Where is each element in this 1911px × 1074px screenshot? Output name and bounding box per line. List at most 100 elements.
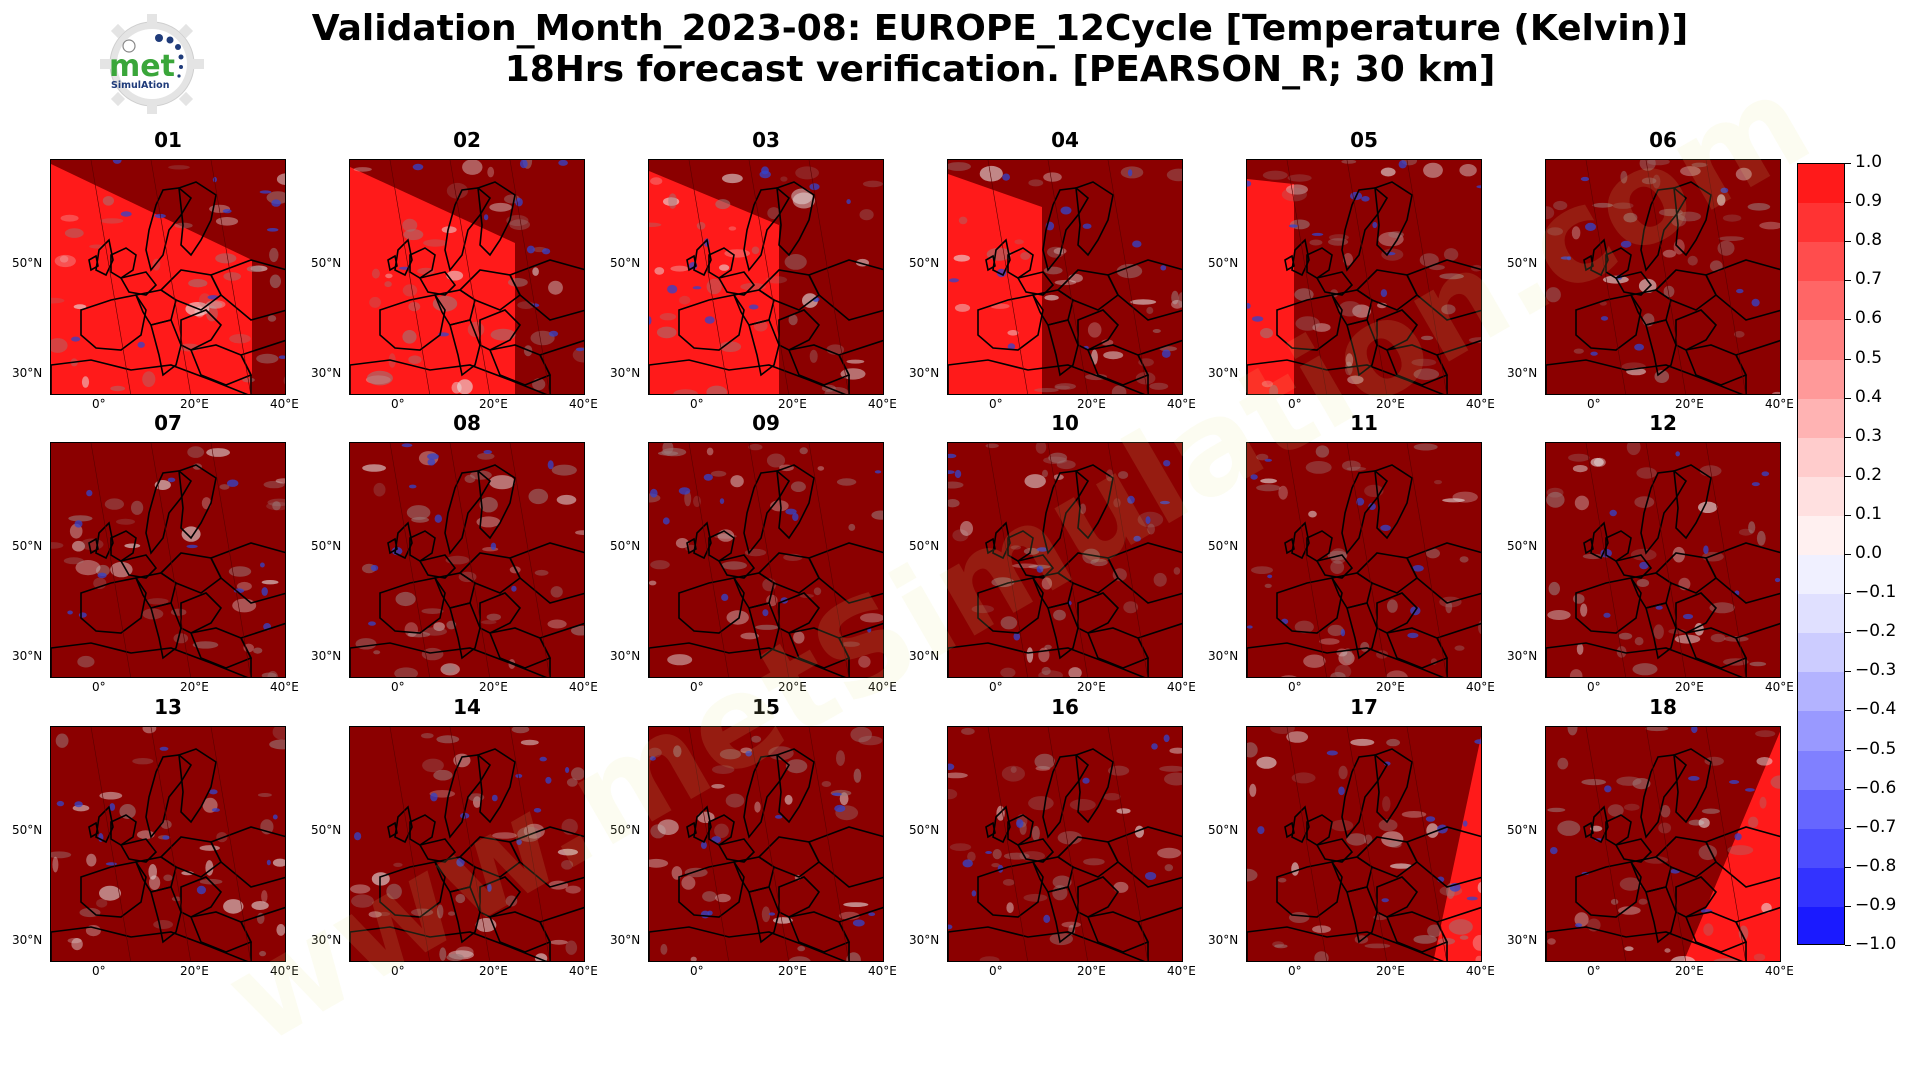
lat-label: 50°N <box>610 256 641 270</box>
lat-label: 30°N <box>311 933 342 947</box>
panel-title-09: 09 <box>752 411 780 435</box>
correlation-map-panel-13 <box>50 726 286 962</box>
colorbar-tick-mark <box>1845 710 1851 711</box>
lat-label: 30°N <box>12 933 43 947</box>
colorbar-tick-mark <box>1845 789 1851 790</box>
map-canvas-09 <box>649 443 883 677</box>
lon-label: 20°E <box>479 964 508 978</box>
lat-label: 50°N <box>909 823 940 837</box>
colorbar-tick-mark <box>1845 515 1851 516</box>
correlation-map-panel-10 <box>947 442 1183 678</box>
lon-label: 0° <box>989 397 1003 411</box>
panel-title-14: 14 <box>453 695 481 719</box>
colorbar-tick-label: −0.3 <box>1855 660 1897 680</box>
lat-label: 50°N <box>12 256 43 270</box>
colorbar-tick-mark <box>1845 632 1851 633</box>
lat-label: 50°N <box>1507 823 1538 837</box>
colorbar-tick-mark <box>1845 906 1851 907</box>
lon-label: 20°E <box>1376 964 1405 978</box>
colorbar-band <box>1798 867 1844 908</box>
colorbar-band <box>1798 711 1844 752</box>
lon-label: 20°E <box>1376 397 1405 411</box>
colorbar-tick-label: 0.7 <box>1855 269 1883 289</box>
panel-title-17: 17 <box>1350 695 1378 719</box>
colorbar-tick-label: −0.6 <box>1855 778 1897 798</box>
lon-label: 40°E <box>270 680 299 694</box>
figure-title: Validation_Month_2023-08: EUROPE_12Cycle… <box>220 8 1780 90</box>
colorbar-tick-mark <box>1845 554 1851 555</box>
colorbar-band <box>1798 281 1844 321</box>
colorbar-tick-label: 1.0 <box>1855 152 1883 172</box>
lon-label: 0° <box>690 680 704 694</box>
colorbar-band <box>1798 594 1844 634</box>
panel-title-16: 16 <box>1051 695 1079 719</box>
colorbar-tick-label: 0.1 <box>1855 504 1883 524</box>
colorbar-band <box>1798 359 1844 400</box>
lat-label: 50°N <box>1208 823 1239 837</box>
colorbar-band <box>1798 515 1844 556</box>
colorbar <box>1797 163 1845 945</box>
lon-label: 40°E <box>1167 397 1196 411</box>
colorbar-tick-label: −0.8 <box>1855 856 1897 876</box>
lon-label: 20°E <box>1077 964 1106 978</box>
correlation-map-panel-18 <box>1545 726 1781 962</box>
lat-label: 50°N <box>311 823 342 837</box>
colorbar-band <box>1798 164 1844 204</box>
lat-label: 50°N <box>12 823 43 837</box>
colorbar-tick-label: 0.2 <box>1855 465 1883 485</box>
lon-label: 20°E <box>1077 680 1106 694</box>
correlation-map-panel-14 <box>349 726 585 962</box>
correlation-map-panel-08 <box>349 442 585 678</box>
colorbar-tick-mark <box>1845 945 1851 946</box>
lat-label: 50°N <box>1507 539 1538 553</box>
lon-label: 20°E <box>1376 680 1405 694</box>
lon-label: 20°E <box>778 964 807 978</box>
colorbar-tick-mark <box>1845 437 1851 438</box>
panel-title-06: 06 <box>1649 128 1677 152</box>
panel-title-13: 13 <box>154 695 182 719</box>
correlation-map-panel-05 <box>1246 159 1482 395</box>
lat-label: 30°N <box>311 649 342 663</box>
colorbar-tick-mark <box>1845 867 1851 868</box>
title-line-1: Validation_Month_2023-08: EUROPE_12Cycle… <box>311 8 1689 49</box>
lat-label: 50°N <box>610 539 641 553</box>
lon-label: 0° <box>1288 964 1302 978</box>
lon-label: 20°E <box>479 397 508 411</box>
colorbar-band <box>1798 437 1844 478</box>
correlation-map-panel-11 <box>1246 442 1482 678</box>
lon-label: 0° <box>1587 397 1601 411</box>
colorbar-band <box>1798 203 1844 243</box>
lon-label: 40°E <box>1765 680 1794 694</box>
lon-label: 40°E <box>1466 964 1495 978</box>
lon-label: 0° <box>92 397 106 411</box>
map-canvas-16 <box>948 727 1182 961</box>
colorbar-tick-label: −0.4 <box>1855 699 1897 719</box>
lat-label: 50°N <box>12 539 43 553</box>
colorbar-band <box>1798 789 1844 830</box>
correlation-map-panel-17 <box>1246 726 1482 962</box>
lon-label: 40°E <box>569 680 598 694</box>
lon-label: 0° <box>391 397 405 411</box>
logo-main-text: met <box>109 49 175 84</box>
lon-label: 20°E <box>778 680 807 694</box>
correlation-map-panel-02 <box>349 159 585 395</box>
colorbar-tick-mark <box>1845 593 1851 594</box>
lon-label: 0° <box>1288 397 1302 411</box>
lon-label: 40°E <box>868 680 897 694</box>
colorbar-band <box>1798 906 1844 944</box>
map-canvas-15 <box>649 727 883 961</box>
colorbar-tick-mark <box>1845 359 1851 360</box>
colorbar-band <box>1798 750 1844 791</box>
colorbar-tick-label: −0.7 <box>1855 817 1897 837</box>
colorbar-tick-mark <box>1845 241 1851 242</box>
correlation-map-panel-04 <box>947 159 1183 395</box>
lon-label: 0° <box>92 964 106 978</box>
map-canvas-04 <box>948 160 1182 394</box>
lon-label: 20°E <box>180 680 209 694</box>
colorbar-tick-mark <box>1845 398 1851 399</box>
colorbar-tick-mark <box>1845 319 1851 320</box>
lon-label: 0° <box>690 397 704 411</box>
lon-label: 0° <box>989 964 1003 978</box>
lat-label: 30°N <box>610 366 641 380</box>
map-canvas-05 <box>1247 160 1481 394</box>
